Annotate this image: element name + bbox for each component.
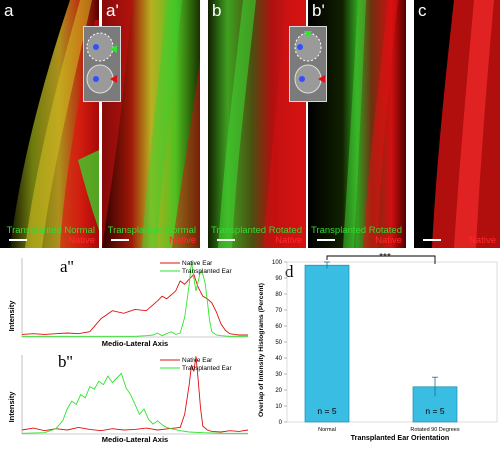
chart-label: a'' bbox=[60, 257, 74, 276]
caption-native: Native bbox=[469, 235, 496, 246]
bar-chart-svg: d Overlap of Intensity Histograms (Perce… bbox=[258, 252, 498, 442]
micrograph-panel-b-prime: b' Transplanted Rotated Native bbox=[308, 0, 406, 248]
line-chart-b-double-prime: b'' Intensity Medio-Lateral Axis Native … bbox=[0, 345, 250, 445]
micrograph-panel-c: c Native bbox=[414, 0, 500, 248]
micrograph-panel-a: a Transplanted Normal Native bbox=[0, 0, 99, 248]
caption-transplanted: Transplanted Rotated bbox=[210, 225, 302, 236]
red-arrow-icon bbox=[318, 75, 325, 83]
caption-native: Native bbox=[275, 235, 302, 246]
green-arrow-icon bbox=[110, 45, 117, 53]
panel-label: a bbox=[4, 1, 14, 20]
y-tick-label: 70 bbox=[275, 308, 282, 314]
micrograph-image bbox=[432, 0, 500, 248]
inset-diagram bbox=[294, 31, 325, 94]
bar-annotation: n = 5 bbox=[317, 406, 336, 416]
green-arrow-icon bbox=[304, 31, 312, 38]
scale-bar bbox=[217, 239, 235, 241]
chart-label: d bbox=[285, 262, 294, 281]
caption-transplanted: Transplanted Rotated bbox=[310, 225, 402, 236]
x-tick-label: Rotated 90 Degrees bbox=[410, 427, 459, 433]
scale-bar bbox=[9, 239, 27, 241]
x-tick-label: Normal bbox=[318, 427, 336, 433]
caption-native: Native bbox=[375, 235, 402, 246]
legend-entry-transplanted: Transplanted Ear bbox=[182, 268, 232, 275]
x-axis-label: Medio-Lateral Axis bbox=[102, 339, 168, 348]
caption-native: Native bbox=[68, 235, 95, 246]
y-tick-label: 100 bbox=[272, 260, 283, 266]
series-line-transplanted-ear bbox=[21, 372, 248, 434]
y-tick-label: 30 bbox=[275, 372, 282, 378]
y-tick-label: 40 bbox=[275, 356, 282, 362]
y-tick-label: 60 bbox=[275, 324, 282, 330]
panel-label: c bbox=[418, 1, 427, 20]
y-axis-label: Intensity bbox=[7, 300, 16, 332]
chart-label: b'' bbox=[58, 352, 73, 371]
y-tick-label: 0 bbox=[279, 420, 283, 426]
caption-native: Native bbox=[169, 235, 196, 246]
line-chart-svg: a'' Intensity Medio-Lateral Axis Native … bbox=[7, 257, 248, 348]
line-chart-a-double-prime: a'' Intensity Medio-Lateral Axis Native … bbox=[0, 250, 250, 348]
series-line-native-ear bbox=[21, 356, 249, 433]
x-axis-label: Transplanted Ear Orientation bbox=[351, 433, 450, 442]
bar-annotation: n = 5 bbox=[425, 406, 444, 416]
series-line-transplanted-ear bbox=[22, 261, 248, 337]
scale-bar bbox=[423, 239, 441, 241]
y-tick-label: 20 bbox=[275, 388, 282, 394]
line-chart-svg: b'' Intensity Medio-Lateral Axis Native … bbox=[7, 352, 249, 444]
series-line-native-ear bbox=[21, 273, 248, 336]
micrograph-image bbox=[308, 0, 406, 248]
panel-label: b' bbox=[312, 1, 325, 20]
scale-bar bbox=[111, 239, 129, 241]
x-axis-label: Medio-Lateral Axis bbox=[102, 435, 168, 444]
legend-entry-native: Native Ear bbox=[182, 357, 213, 364]
y-tick-label: 80 bbox=[275, 292, 282, 298]
caption-transplanted: Transplanted Normal bbox=[107, 225, 196, 236]
y-tick-label: 10 bbox=[275, 404, 282, 410]
significance-bracket bbox=[326, 255, 436, 264]
y-axis-label: Overlap of Intensity Histograms (Percent… bbox=[258, 283, 265, 417]
legend-entry-transplanted: Transplanted Ear bbox=[182, 365, 232, 372]
y-tick-label: 50 bbox=[275, 340, 282, 346]
red-arrow-icon bbox=[110, 75, 117, 83]
significance-stars: *** bbox=[379, 252, 391, 263]
micrograph-image bbox=[10, 0, 99, 248]
bar-chart-d: d Overlap of Intensity Histograms (Perce… bbox=[250, 250, 500, 445]
scale-bar bbox=[317, 239, 335, 241]
panel-label: a' bbox=[106, 1, 119, 20]
bar-normal bbox=[304, 264, 350, 423]
panel-label: b bbox=[212, 1, 222, 20]
y-axis-label: Intensity bbox=[7, 391, 16, 423]
orientation-inset-normal bbox=[83, 26, 121, 102]
y-tick-label: 90 bbox=[275, 276, 282, 282]
orientation-inset-rotated bbox=[289, 26, 327, 102]
inset-diagram bbox=[86, 32, 117, 94]
caption-transplanted: Transplanted Normal bbox=[6, 225, 95, 236]
legend-entry-native: Native Ear bbox=[182, 260, 213, 267]
